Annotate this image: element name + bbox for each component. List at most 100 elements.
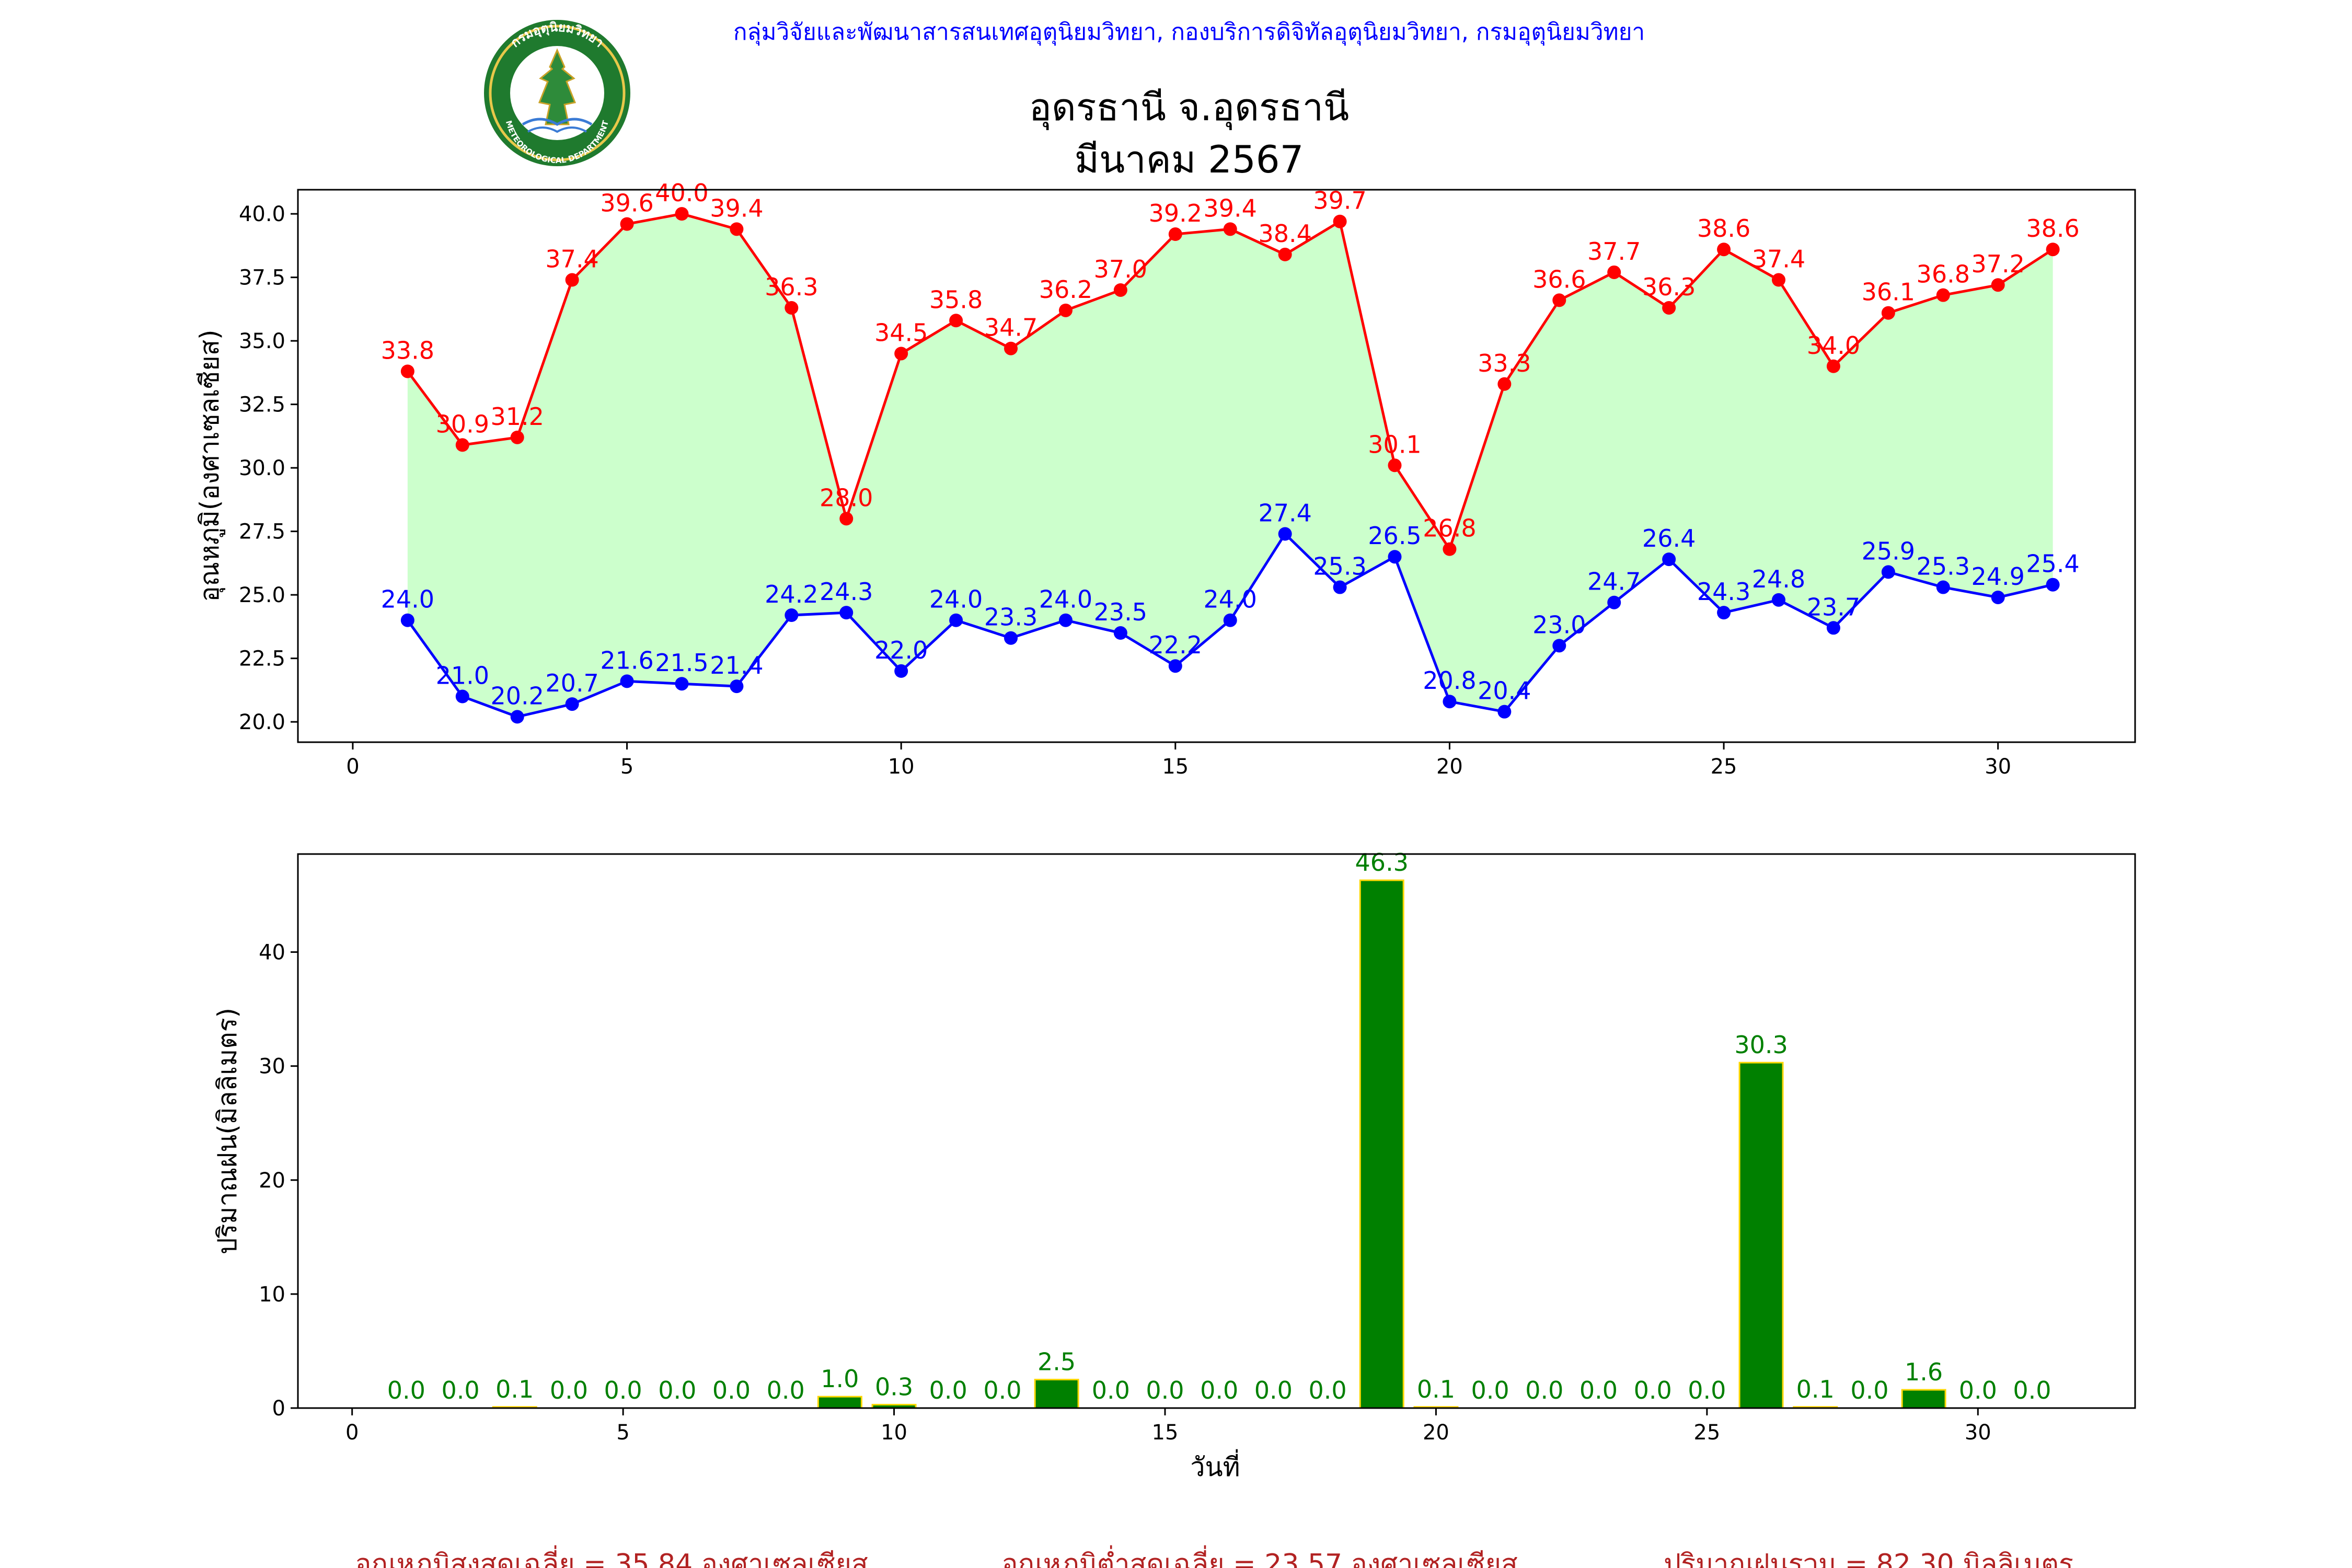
rainfall-data-label: 0.0 bbox=[550, 1376, 588, 1404]
max-temperature-point bbox=[1168, 227, 1182, 241]
rainfall-data-label: 0.0 bbox=[1850, 1376, 1888, 1404]
temperature-x-tick-label: 25 bbox=[1711, 755, 1737, 779]
max-temperature-point bbox=[730, 222, 744, 236]
min-temperature-data-label: 20.8 bbox=[1423, 666, 1476, 695]
min-temperature-point bbox=[455, 689, 469, 704]
min-temperature-data-label: 21.4 bbox=[710, 651, 763, 679]
temperature-y-tick-label: 30.0 bbox=[239, 456, 285, 480]
max-temperature-data-label: 30.1 bbox=[1368, 430, 1421, 458]
max-temperature-data-label: 34.0 bbox=[1807, 331, 1860, 360]
temperature-panel: 0 5 10 15 20 25 30 20.0 22.5 25.0 27.5 30.0 32.5 35.0… bbox=[194, 179, 2136, 779]
max-temperature-data-label: 37.4 bbox=[545, 245, 598, 273]
max-temperature-point bbox=[1333, 214, 1347, 228]
max-temperature-point bbox=[1443, 542, 1457, 556]
rainfall-data-label: 0.0 bbox=[1092, 1376, 1130, 1404]
min-temperature-data-label: 24.0 bbox=[381, 585, 434, 614]
min-temperature-data-label: 24.0 bbox=[1204, 585, 1257, 614]
max-temperature-point bbox=[1771, 273, 1785, 287]
max-temperature-point bbox=[675, 207, 689, 221]
rainfall-bar bbox=[1034, 1378, 1079, 1409]
max-temperature-point bbox=[1717, 243, 1731, 257]
rainfall-y-label: ปริมาณฝน(มิลลิเมตร) bbox=[212, 1008, 243, 1254]
min-temperature-data-label: 24.8 bbox=[1752, 565, 1805, 593]
rainfall-data-label: 1.6 bbox=[1905, 1358, 1943, 1386]
min-temperature-data-label: 22.0 bbox=[874, 636, 928, 664]
temperature-y-tick-label: 20.0 bbox=[239, 710, 285, 734]
max-temperature-data-label: 33.8 bbox=[381, 336, 434, 364]
rainfall-data-label: 0.0 bbox=[2013, 1376, 2051, 1404]
min-temperature-point bbox=[894, 664, 908, 678]
max-temperature-point bbox=[400, 364, 414, 378]
min-temperature-point bbox=[949, 613, 963, 627]
max-temperature-data-label: 36.2 bbox=[1039, 275, 1092, 304]
max-temperature-data-label: 39.4 bbox=[710, 194, 763, 222]
min-temperature-data-label: 23.0 bbox=[1532, 610, 1586, 639]
max-temperature-point bbox=[785, 301, 799, 315]
min-temperature-point bbox=[565, 697, 579, 711]
min-temperature-point bbox=[1223, 613, 1237, 627]
min-temperature-point bbox=[1333, 580, 1347, 594]
rainfall-data-label: 0.0 bbox=[1634, 1376, 1672, 1404]
rainfall-x-label: วันที่ bbox=[1190, 1449, 1240, 1482]
temperature-x-tick-label: 5 bbox=[620, 755, 633, 779]
min-temperature-point bbox=[1497, 705, 1512, 719]
summary-total-rain: ปริมาณฝนรวม = 82.30 มิลลิเมตร bbox=[1664, 1549, 2073, 1568]
max-temperature-data-label: 38.6 bbox=[1697, 214, 1750, 243]
rainfall-data-label: 1.0 bbox=[821, 1365, 859, 1393]
max-temperature-data-label: 39.7 bbox=[1313, 187, 1366, 215]
min-temperature-data-label: 26.5 bbox=[1368, 522, 1421, 550]
rainfall-data-label: 0.1 bbox=[495, 1375, 534, 1403]
rainfall-y-tick-label: 30 bbox=[259, 1055, 285, 1079]
min-temperature-point bbox=[1826, 621, 1840, 635]
max-temperature-data-label: 37.7 bbox=[1587, 237, 1641, 266]
summary-avg-min: อุณหภูมิต่ำสุดเฉลี่ย = 23.57 องศาเซลเซีย… bbox=[1001, 1545, 1517, 1568]
temperature-range-fill bbox=[407, 214, 2053, 717]
rainfall-data-label: 30.3 bbox=[1734, 1031, 1788, 1059]
rainfall-data-label: 0.0 bbox=[1146, 1376, 1184, 1404]
max-temperature-point bbox=[1388, 458, 1402, 472]
min-temperature-data-label: 23.3 bbox=[984, 603, 1037, 631]
rainfall-data-label: 0.0 bbox=[712, 1376, 751, 1404]
temperature-x-tick-label: 10 bbox=[888, 755, 915, 779]
max-temperature-data-label: 35.8 bbox=[929, 285, 983, 314]
min-temperature-point bbox=[1168, 659, 1182, 673]
min-temperature-data-label: 20.2 bbox=[490, 682, 544, 710]
max-temperature-point bbox=[510, 430, 524, 444]
temperature-y-label: อุณหภูมิ(องศาเซลเซียส) bbox=[194, 329, 225, 602]
min-temperature-point bbox=[620, 674, 634, 688]
min-temperature-point bbox=[2046, 578, 2060, 592]
min-temperature-point bbox=[1388, 550, 1402, 564]
max-temperature-point bbox=[1497, 377, 1512, 391]
rainfall-data-label: 0.0 bbox=[604, 1376, 642, 1404]
rainfall-x-tick-label: 5 bbox=[616, 1421, 629, 1445]
max-temperature-data-label: 36.8 bbox=[1917, 260, 1970, 289]
max-temperature-point bbox=[1881, 306, 1895, 320]
temperature-y-tick-label: 32.5 bbox=[239, 393, 285, 417]
min-temperature-point bbox=[1443, 695, 1457, 709]
min-temperature-data-label: 23.5 bbox=[1094, 598, 1147, 626]
min-temperature-point bbox=[1991, 590, 2005, 604]
min-temperature-data-label: 24.2 bbox=[765, 580, 818, 608]
rainfall-data-label: 0.1 bbox=[1417, 1375, 1455, 1403]
rainfall-x-tick-label: 30 bbox=[1965, 1421, 1991, 1445]
min-temperature-data-label: 25.9 bbox=[1862, 537, 1915, 565]
max-temperature-point bbox=[894, 347, 908, 361]
temperature-x-tick-label: 20 bbox=[1436, 755, 1463, 779]
series-min-temperature: 24.021.020.2 20.721.6 21.5 21.424.2 24.322.0… bbox=[381, 499, 2080, 724]
max-temperature-data-label: 40.0 bbox=[655, 179, 708, 207]
rainfall-data-label: 2.5 bbox=[1037, 1347, 1076, 1376]
rainfall-data-label: 0.0 bbox=[441, 1376, 479, 1404]
rainfall-data-label: 0.0 bbox=[387, 1376, 425, 1404]
max-temperature-data-label: 39.4 bbox=[1204, 194, 1257, 222]
rainfall-data-label: 0.0 bbox=[1471, 1376, 1509, 1404]
rainfall-data-label: 0.0 bbox=[1254, 1376, 1293, 1404]
rainfall-y-tick-label: 20 bbox=[259, 1169, 285, 1193]
max-temperature-data-label: 31.2 bbox=[490, 402, 544, 431]
max-temperature-point bbox=[1662, 301, 1676, 315]
max-temperature-data-label: 28.0 bbox=[820, 483, 873, 512]
min-temperature-data-label: 25.3 bbox=[1917, 552, 1970, 581]
rainfall-data-label: 0.0 bbox=[1579, 1376, 1618, 1404]
rainfall-data-label: 0.3 bbox=[875, 1373, 913, 1401]
